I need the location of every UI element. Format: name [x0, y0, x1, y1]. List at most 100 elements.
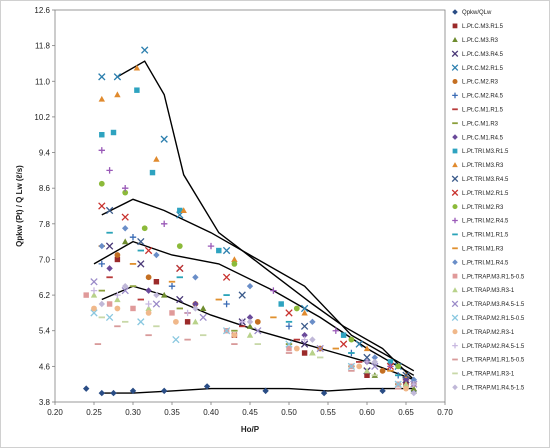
plot-frame	[54, 9, 446, 403]
data-point	[137, 298, 144, 301]
data-point	[246, 323, 254, 329]
data-point	[285, 323, 293, 330]
data-point	[90, 278, 98, 286]
data-point	[222, 327, 231, 335]
data-point	[285, 352, 293, 354]
data-point	[254, 327, 262, 335]
data-point	[144, 246, 153, 255]
data-point	[223, 294, 230, 296]
y-tick-label: 10.2	[34, 113, 50, 122]
data-point	[106, 167, 113, 174]
data-point	[320, 389, 328, 397]
data-point	[293, 345, 300, 352]
data-point	[106, 301, 113, 307]
y-tick-label: 8.6	[39, 184, 51, 193]
legend-label: L.Pt.TRI.M2.R3	[462, 205, 504, 211]
data-point	[169, 310, 175, 316]
data-point	[332, 347, 339, 350]
data-point	[90, 291, 98, 298]
data-point	[145, 334, 152, 337]
data-point	[246, 331, 254, 338]
plot-area	[54, 9, 446, 403]
x-tick-label: 0.55	[320, 408, 336, 417]
data-point	[173, 318, 179, 325]
legend-label: L.Pt.C.M1.R4.5	[462, 135, 504, 141]
legend-label: L.Pt.C.M2.R1.5	[462, 66, 504, 72]
x-tick-label: 0.70	[437, 408, 453, 417]
data-point	[301, 331, 308, 339]
data-point	[356, 363, 363, 370]
data-point	[340, 332, 347, 338]
legend-marker	[452, 247, 458, 250]
data-point	[134, 87, 140, 93]
data-point	[222, 273, 231, 281]
data-point	[98, 95, 105, 102]
data-point	[301, 336, 308, 343]
data-point	[145, 305, 152, 312]
data-point	[172, 335, 180, 344]
data-point	[129, 263, 137, 265]
legend-label: L.Pt.TRI.M3.R3	[462, 163, 504, 169]
data-point	[98, 300, 105, 308]
data-point	[149, 169, 156, 176]
data-point	[363, 358, 371, 366]
data-point	[105, 206, 114, 215]
data-point	[316, 344, 324, 353]
data-point	[371, 354, 378, 361]
data-point	[83, 385, 90, 392]
data-point	[129, 233, 137, 241]
data-point	[184, 319, 191, 325]
legend-marker	[452, 148, 458, 154]
x-tick-label: 0.30	[125, 408, 141, 417]
data-point	[98, 73, 106, 81]
data-point	[137, 260, 145, 268]
data-point	[130, 305, 136, 312]
legend-label: L.Pt.TRAP.M1.R1.5-0.5	[462, 358, 525, 364]
legend-marker	[452, 372, 458, 375]
data-point	[106, 276, 113, 279]
legend-label: L.Pt.TRI.M1.R3	[462, 247, 504, 253]
data-point	[192, 305, 199, 312]
data-point	[363, 345, 371, 352]
legend-marker	[451, 64, 459, 71]
x-tick-label: 0.60	[359, 408, 375, 417]
data-point	[106, 231, 113, 234]
data-point	[121, 286, 129, 295]
legend-label: L.Pt.C.M3.R3	[462, 38, 499, 44]
data-point	[98, 202, 106, 210]
data-point	[410, 389, 417, 397]
data-point	[387, 363, 394, 370]
data-point	[395, 374, 402, 377]
legend-label: L.Pt.TRAP.M1.R3-1	[462, 372, 515, 378]
data-point	[153, 279, 160, 285]
data-point	[114, 252, 121, 258]
legend-marker	[452, 204, 458, 210]
data-point	[129, 285, 137, 288]
data-point	[395, 363, 402, 370]
data-point	[98, 316, 105, 319]
data-point	[192, 274, 199, 281]
y-tick-label: 6.2	[39, 291, 51, 300]
data-point	[387, 369, 394, 372]
data-point	[122, 238, 129, 245]
data-point	[270, 287, 277, 294]
y-axis-title: Qpkw (Pt) / Q Lw (ℓ/s)	[15, 165, 24, 247]
data-point	[105, 242, 114, 250]
y-tick-label: 4.6	[39, 362, 51, 371]
data-point	[348, 352, 355, 354]
data-point	[402, 380, 410, 387]
legend-marker	[452, 259, 458, 265]
data-point	[91, 305, 97, 312]
data-point	[113, 73, 122, 81]
x-tick-label: 0.25	[86, 408, 102, 417]
x-tick-label: 0.50	[281, 408, 297, 417]
data-point	[114, 325, 121, 328]
data-point	[348, 369, 355, 372]
data-point	[122, 225, 129, 232]
legend-label: L.Pt.TRAP.M1.R4.5-1.5	[462, 386, 525, 392]
legend-marker	[452, 384, 458, 391]
data-point	[364, 372, 370, 378]
data-point	[114, 305, 121, 312]
data-point	[98, 260, 105, 268]
